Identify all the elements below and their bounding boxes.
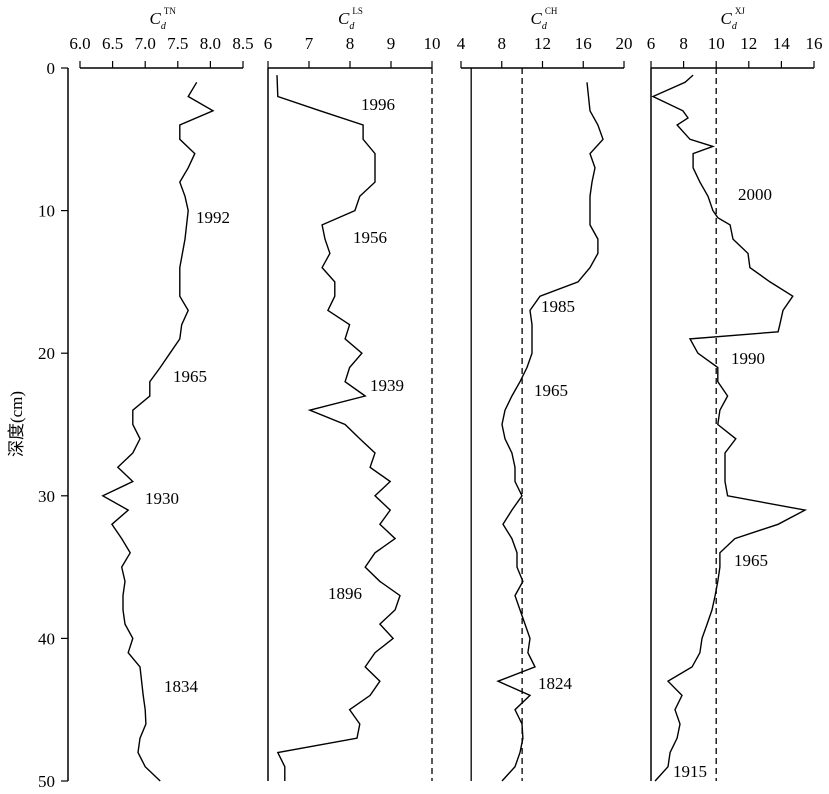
title-main: C — [150, 9, 162, 28]
data-line — [496, 82, 604, 782]
year-annotation: 1956 — [353, 228, 387, 247]
x-tick-label: 7 — [305, 34, 314, 53]
panel-title: Cd TN — [150, 6, 177, 32]
x-tick-label: 12 — [534, 34, 551, 53]
x-tick-label: 16 — [575, 34, 592, 53]
title-sup: LS — [352, 6, 363, 16]
year-annotation: 1834 — [164, 677, 199, 696]
x-tick-label: 7.0 — [135, 34, 156, 53]
y-tick-label: 0 — [47, 59, 56, 78]
title-main: C — [721, 9, 733, 28]
year-annotation: 1896 — [328, 584, 362, 603]
year-annotation: 1985 — [541, 297, 575, 316]
x-tick-label: 20 — [616, 34, 633, 53]
title-main: C — [338, 9, 350, 28]
x-tick-label: 16 — [806, 34, 823, 53]
y-tick-label: 10 — [38, 202, 55, 221]
year-annotation: 1915 — [673, 762, 707, 781]
title-main: C — [531, 9, 543, 28]
year-annotation: 1990 — [731, 349, 765, 368]
panel-title: Cd LS — [338, 6, 363, 32]
title-sup: CH — [545, 6, 558, 16]
year-annotation: 1992 — [196, 208, 230, 227]
x-tick-label: 10 — [708, 34, 725, 53]
year-annotation: 1996 — [361, 95, 395, 114]
y-tick-label: 20 — [38, 344, 55, 363]
x-tick-label: 10 — [424, 34, 441, 53]
year-annotation: 1930 — [145, 489, 179, 508]
y-tick-label: 30 — [38, 487, 55, 506]
x-tick-label: 4 — [457, 34, 466, 53]
panel-title: Cd CH — [531, 6, 558, 32]
year-annotation: 1965 — [734, 551, 768, 570]
title-sup: TN — [164, 6, 176, 16]
y-tick-label: 50 — [38, 772, 55, 789]
year-annotation: 2000 — [738, 185, 772, 204]
title-sub: d — [349, 21, 355, 32]
x-tick-label: 7.5 — [167, 34, 188, 53]
x-tick-label: 6.5 — [102, 34, 123, 53]
title-sub: d — [161, 21, 167, 32]
x-tick-label: 12 — [740, 34, 757, 53]
title-sub: d — [542, 21, 548, 32]
year-annotation: 1824 — [538, 674, 573, 693]
x-tick-label: 14 — [773, 34, 791, 53]
y-tick-label: 40 — [38, 629, 55, 648]
year-annotation: 1939 — [370, 376, 404, 395]
x-tick-label: 6.0 — [69, 34, 90, 53]
x-tick-label: 8.5 — [232, 34, 253, 53]
title-sup: XJ — [735, 6, 745, 16]
data-line — [276, 75, 401, 781]
x-tick-label: 6 — [264, 34, 273, 53]
panel-title: Cd XJ — [721, 6, 746, 32]
y-axis-label: 深度(cm) — [7, 391, 26, 457]
data-line — [651, 74, 808, 782]
title-sub: d — [732, 21, 738, 32]
x-tick-label: 8 — [346, 34, 355, 53]
x-tick-label: 8 — [679, 34, 688, 53]
x-tick-label: 6 — [647, 34, 656, 53]
year-annotation: 1965 — [173, 367, 207, 386]
x-tick-label: 9 — [387, 34, 396, 53]
x-tick-label: 8 — [498, 34, 507, 53]
x-tick-label: 8.0 — [200, 34, 221, 53]
data-line — [101, 81, 215, 782]
year-annotation: 1965 — [534, 381, 568, 400]
